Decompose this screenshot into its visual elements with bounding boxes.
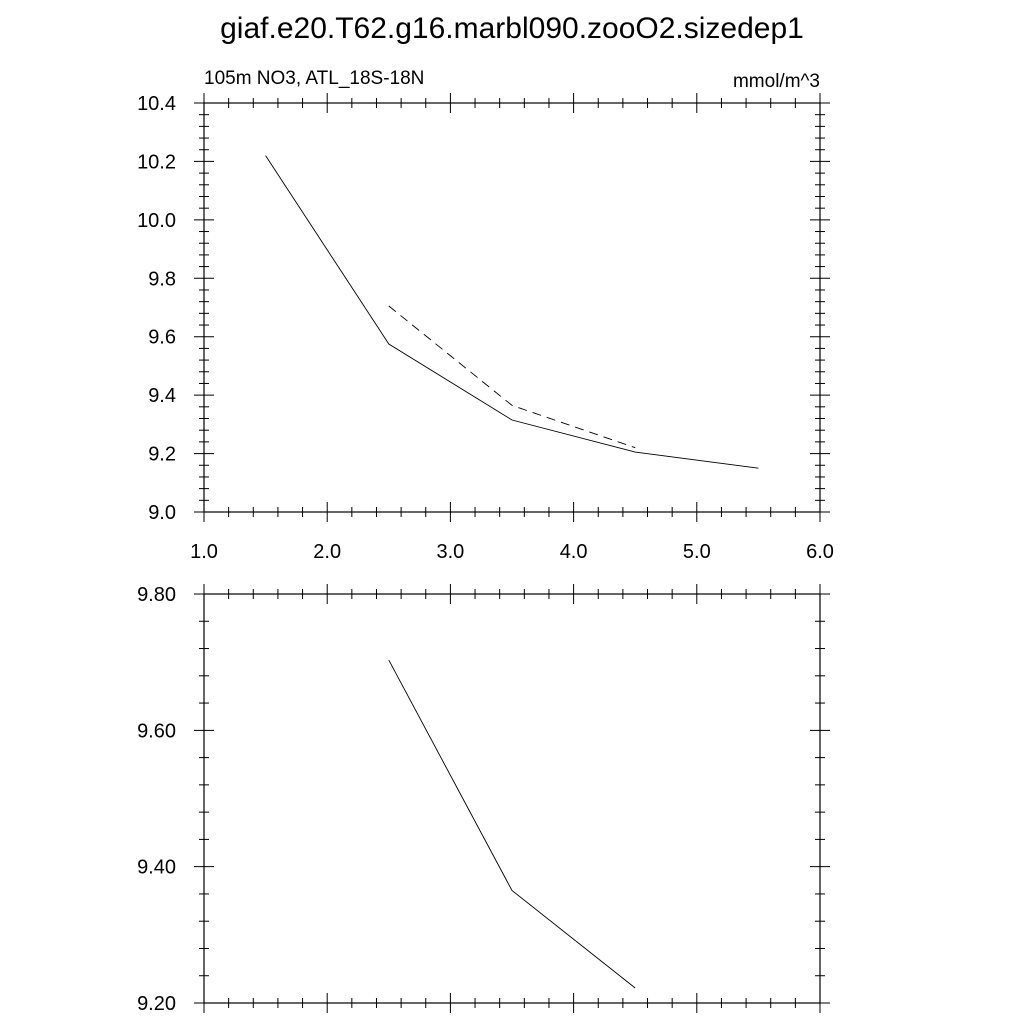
series-line-2-dashed	[388, 305, 636, 449]
y-tick-label: 10.0	[137, 210, 176, 232]
y-tick-label: 9.6	[148, 327, 176, 349]
panel1-subtitle-right: mmol/m^3	[733, 71, 820, 92]
series-line-1-solid	[388, 659, 636, 989]
y-tick-label: 9.40	[137, 857, 176, 879]
y-tick-label: 9.20	[137, 993, 176, 1015]
x-tick-label: 2.0	[313, 541, 341, 563]
y-tick-label: 9.0	[148, 502, 176, 524]
y-tick-label: 9.4	[148, 385, 176, 407]
x-tick-label: 4.0	[560, 541, 588, 563]
y-tick-label: 10.2	[137, 151, 176, 173]
x-tick-label: 5.0	[683, 541, 711, 563]
chart-title: giaf.e20.T62.g16.marbl090.zooO2.sizedep1	[220, 12, 804, 45]
plot-frame	[203, 102, 821, 513]
x-tick-label: 6.0	[806, 541, 834, 563]
y-tick-label: 9.80	[137, 584, 176, 606]
x-tick-label: 1.0	[190, 541, 218, 563]
panel2-plot: 9.20 9.40 9.60 9.80	[137, 584, 830, 1015]
y-tick-label: 9.8	[148, 268, 176, 290]
x-tick-label: 3.0	[436, 541, 464, 563]
y-tick-label: 9.2	[148, 444, 176, 466]
y-tick-label: 9.60	[137, 720, 176, 742]
plot-frame	[203, 593, 821, 1004]
panel1-subtitle-left: 105m NO3, ATL_18S-18N	[204, 68, 424, 89]
series-line-1-solid	[265, 155, 759, 469]
panel1-plot: 1.0 2.0 3.0 4.0 5.0 6.0 9.0 9.2 9.4 9.6 9.8 10.0 10.…	[137, 93, 834, 563]
y-tick-label: 10.4	[137, 93, 176, 115]
